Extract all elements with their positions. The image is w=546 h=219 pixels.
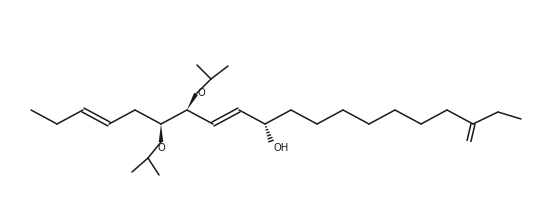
Polygon shape bbox=[187, 93, 198, 110]
Text: O: O bbox=[157, 143, 165, 153]
Polygon shape bbox=[159, 124, 163, 142]
Text: O: O bbox=[197, 88, 205, 98]
Text: OH: OH bbox=[274, 143, 289, 153]
